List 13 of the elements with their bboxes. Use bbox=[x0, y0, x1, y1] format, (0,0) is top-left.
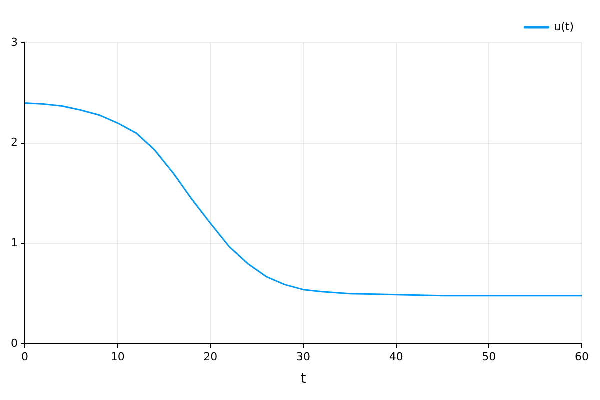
x-tick-label: 50 bbox=[482, 350, 496, 364]
y-tick-label: 3 bbox=[11, 36, 18, 49]
x-axis-title: t bbox=[300, 371, 307, 388]
x-tick-label: 10 bbox=[110, 350, 125, 364]
x-tick-label: 20 bbox=[204, 350, 218, 364]
legend-label: u(t) bbox=[554, 20, 574, 34]
y-tick-label: 2 bbox=[11, 136, 18, 150]
y-tick-label: 1 bbox=[11, 236, 18, 250]
x-tick-label: 40 bbox=[389, 350, 404, 364]
x-tick-label: 30 bbox=[296, 350, 310, 364]
y-tick-label: 0 bbox=[11, 336, 18, 350]
x-tick-label: 60 bbox=[575, 350, 589, 364]
x-tick-label: 0 bbox=[22, 350, 28, 364]
